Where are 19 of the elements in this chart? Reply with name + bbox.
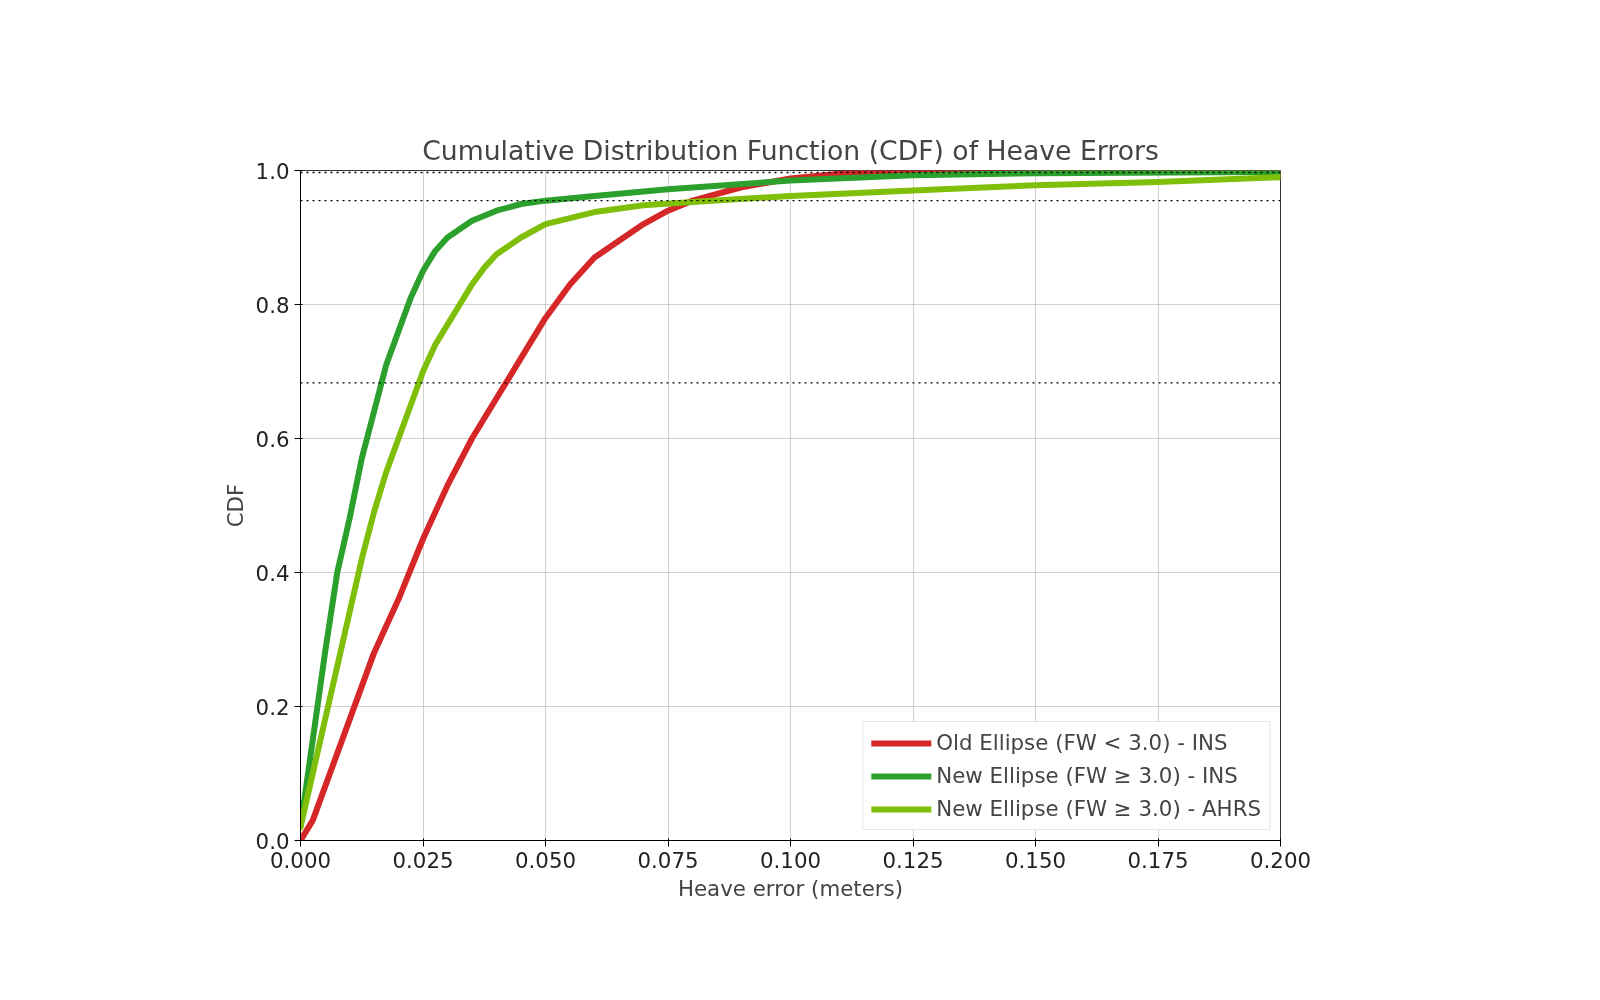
x-tick-label: 0.025 [392,847,454,873]
x-tick-label: 0.150 [1004,847,1067,873]
x-tick-label: 0.100 [759,847,822,873]
x-axis-title: Heave error (meters) [677,875,904,901]
y-tick-label: 0.8 [255,292,290,318]
x-tick-label: 0.050 [514,847,577,873]
y-tick-label: 0.4 [255,560,290,586]
y-axis-title: CDF [222,483,248,528]
y-tick-label: 0.2 [255,694,290,720]
y-tick-label: 1.0 [255,158,290,184]
legend-label: New Ellipse (FW ≥ 3.0) - AHRS [936,796,1261,821]
y-tick-label: 0.6 [255,426,290,452]
chart-title: Cumulative Distribution Function (CDF) of Heave Errors [422,134,1159,166]
legend-label: New Ellipse (FW ≥ 3.0) - INS [936,763,1238,788]
x-tick-label: 0.175 [1127,847,1189,873]
x-tick-label: 0.075 [637,847,699,873]
x-tick-label: 0.125 [882,847,944,873]
legend-label: Old Ellipse (FW < 3.0) - INS [936,730,1228,755]
x-tick-label: 0.200 [1249,847,1312,873]
